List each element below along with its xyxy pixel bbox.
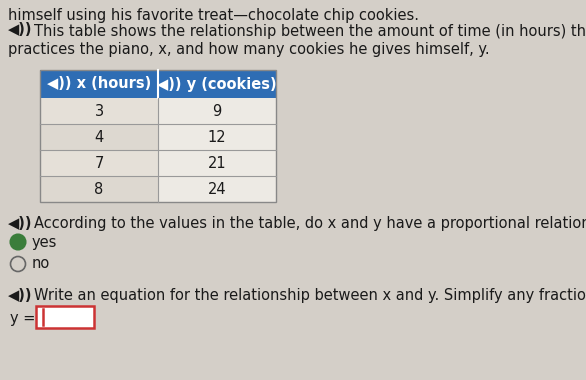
FancyBboxPatch shape: [40, 176, 158, 202]
FancyBboxPatch shape: [40, 70, 276, 98]
Text: ◀)) y (cookies): ◀)) y (cookies): [157, 76, 277, 92]
Text: himself using his favorite treat—chocolate chip cookies.: himself using his favorite treat—chocola…: [8, 8, 419, 23]
Text: Write an equation for the relationship between x and y. Simplify any fractions.: Write an equation for the relationship b…: [34, 288, 586, 303]
Text: 9: 9: [212, 103, 222, 119]
Text: 7: 7: [94, 155, 104, 171]
Text: yes: yes: [32, 234, 57, 250]
Text: 12: 12: [207, 130, 226, 144]
FancyBboxPatch shape: [40, 98, 158, 124]
Text: 3: 3: [94, 103, 104, 119]
Text: practices the piano, x, and how many cookies he gives himself, y.: practices the piano, x, and how many coo…: [8, 42, 490, 57]
Circle shape: [11, 234, 26, 250]
Text: y =: y =: [10, 310, 35, 326]
Text: no: no: [32, 256, 50, 271]
Text: According to the values in the table, do x and y have a proportional relationshi: According to the values in the table, do…: [34, 216, 586, 231]
FancyBboxPatch shape: [40, 150, 158, 176]
Text: 21: 21: [207, 155, 226, 171]
Text: ◀)): ◀)): [8, 22, 32, 38]
Text: ◀)): ◀)): [8, 288, 32, 302]
FancyBboxPatch shape: [36, 306, 94, 328]
FancyBboxPatch shape: [158, 176, 276, 202]
FancyBboxPatch shape: [158, 150, 276, 176]
FancyBboxPatch shape: [158, 124, 276, 150]
Text: This table shows the relationship between the amount of time (in hours) that Ron: This table shows the relationship betwee…: [34, 24, 586, 39]
Text: 24: 24: [207, 182, 226, 196]
Circle shape: [11, 256, 26, 271]
FancyBboxPatch shape: [158, 98, 276, 124]
FancyBboxPatch shape: [40, 124, 158, 150]
Text: ◀)): ◀)): [8, 215, 32, 231]
Text: ◀)) x (hours): ◀)) x (hours): [47, 76, 151, 92]
Text: 8: 8: [94, 182, 104, 196]
Text: 4: 4: [94, 130, 104, 144]
